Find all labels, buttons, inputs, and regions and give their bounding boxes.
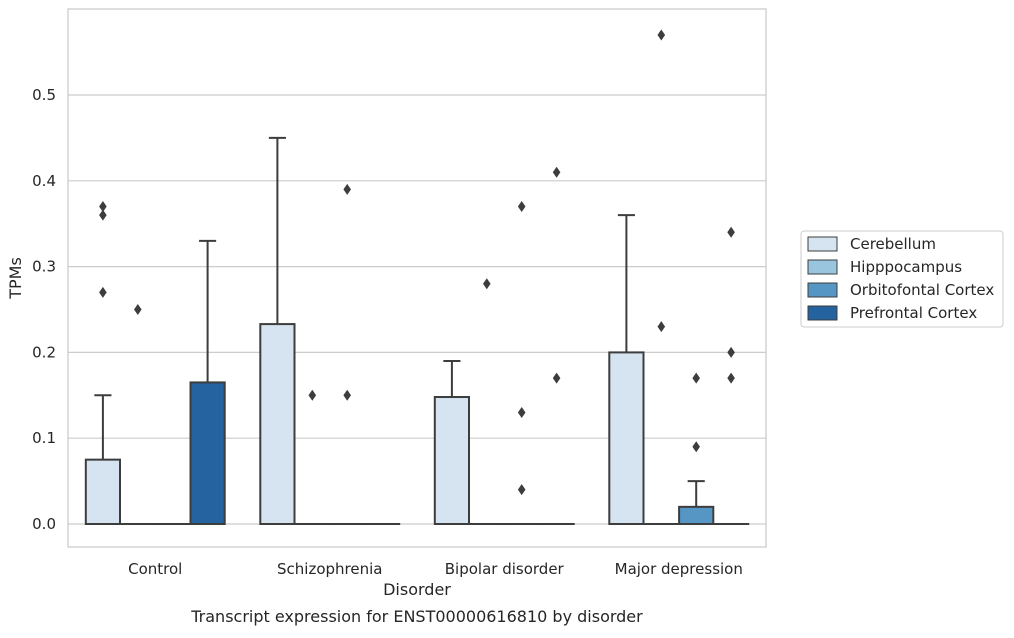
x-axis-ticks: Control Schizophrenia Bipolar disorder Majo… <box>128 560 743 578</box>
legend-swatch <box>808 237 837 251</box>
legend-label: Cerebellum <box>850 235 936 253</box>
outlier-point <box>483 278 491 289</box>
y-axis-label: TPMs <box>6 257 25 300</box>
box <box>435 397 469 524</box>
box <box>190 382 224 524</box>
legend-label: Prefrontal Cortex <box>850 304 977 322</box>
outlier-point <box>343 390 351 401</box>
series-cerebellum <box>86 138 644 524</box>
outlier-point <box>518 484 526 495</box>
outlier-point <box>309 390 317 401</box>
outlier-point <box>727 373 735 384</box>
x-tick-label: Bipolar disorder <box>445 560 565 578</box>
outlier-point <box>343 184 351 195</box>
outlier-point <box>518 201 526 212</box>
legend-swatch <box>808 260 837 274</box>
chart-caption: Transcript expression for ENST0000061681… <box>190 607 643 626</box>
outlier-point <box>727 347 735 358</box>
x-axis-label: Disorder <box>383 580 451 599</box>
x-tick-label: Control <box>128 560 182 578</box>
legend: Cerebellum Hipppocampus Orbitofontal Corte… <box>801 231 1003 327</box>
outlier-point <box>727 227 735 238</box>
outlier-point <box>692 373 700 384</box>
plot-area-frame <box>68 9 766 547</box>
outlier-point <box>658 321 666 332</box>
legend-swatch <box>808 306 837 320</box>
box <box>609 352 643 524</box>
y-tick-label: 0.0 <box>32 515 56 533</box>
outlier-point <box>134 304 142 315</box>
y-tick-label: 0.3 <box>32 258 56 276</box>
outlier-point <box>692 441 700 452</box>
box <box>679 507 713 524</box>
outlier-point <box>553 167 561 178</box>
x-tick-label: Major depression <box>615 560 743 578</box>
box-series <box>86 29 748 524</box>
y-tick-label: 0.1 <box>32 429 56 447</box>
legend-swatch <box>808 283 837 297</box>
outlier-point <box>99 210 107 221</box>
y-tick-label: 0.4 <box>32 172 56 190</box>
outlier-point <box>658 29 666 40</box>
legend-label: Hipppocampus <box>850 258 962 276</box>
y-tick-label: 0.5 <box>32 86 56 104</box>
box <box>260 324 294 524</box>
outlier-point <box>99 287 107 298</box>
box <box>86 460 120 524</box>
y-tick-label: 0.2 <box>32 343 56 361</box>
legend-label: Orbitofontal Cortex <box>850 281 994 299</box>
x-tick-label: Schizophrenia <box>277 560 382 578</box>
outlier-point <box>553 373 561 384</box>
outlier-point <box>518 407 526 418</box>
gridlines <box>68 95 766 524</box>
y-axis-ticks: 0.0 0.1 0.2 0.3 0.4 0.5 <box>32 86 56 533</box>
